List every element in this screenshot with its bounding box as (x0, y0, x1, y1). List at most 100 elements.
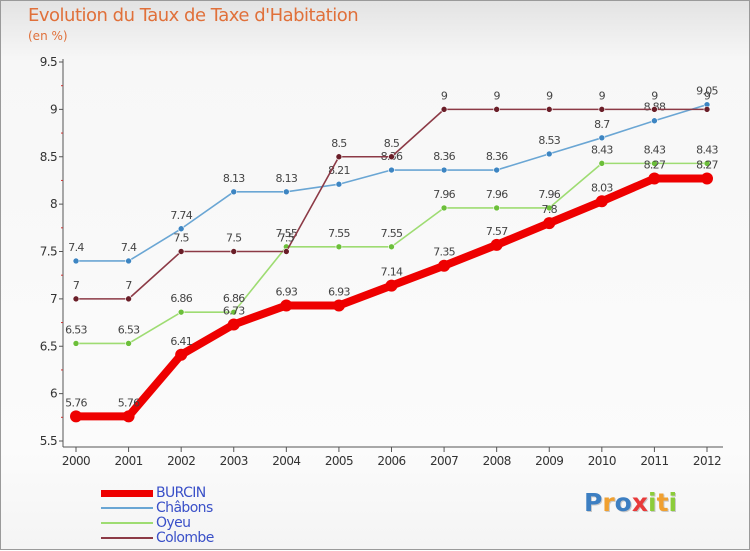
series-burcin: 5.76 5.766.416.736.93 6.937.147.357.577.88… (65, 159, 719, 423)
legend-swatch (101, 522, 153, 524)
data-label: 6.86 (223, 292, 245, 305)
x-tick-label: 2001 (115, 454, 143, 468)
chart-subtitle: (en %) (28, 29, 68, 43)
data-point (703, 160, 711, 167)
data-point (490, 238, 503, 251)
data-label: 7.96 (433, 188, 455, 201)
data-label: 5.76 (65, 396, 87, 409)
data-point (545, 150, 553, 158)
data-point (598, 106, 606, 113)
data-label: 6.93 (275, 286, 297, 299)
data-label: 7.4 (121, 241, 137, 254)
data-point (493, 204, 500, 212)
data-point (438, 259, 451, 272)
data-point (177, 225, 185, 233)
data-point (493, 166, 500, 174)
data-point (545, 106, 553, 113)
y-tick-label: 9.5 (40, 55, 57, 69)
data-label: 7.57 (486, 225, 508, 238)
y-tick-label: 7.5 (40, 245, 57, 259)
data-label: 7.8 (542, 203, 558, 216)
data-point (651, 160, 658, 167)
data-point (440, 166, 448, 174)
data-point (125, 340, 132, 347)
logo-letter: x (631, 488, 648, 517)
y-tick-label: 5.5 (40, 434, 57, 448)
logo-letter: r (602, 488, 615, 517)
data-label: 5.76 (118, 396, 140, 409)
data-label: 8.5 (331, 137, 347, 150)
y-tick-label: 7 (50, 292, 57, 306)
data-point (440, 204, 448, 212)
data-point (125, 295, 132, 303)
data-point (598, 160, 606, 167)
data-label: 9.05 (696, 85, 718, 98)
logo-letter: P (584, 488, 603, 517)
data-point (335, 243, 343, 251)
data-label: 7.14 (381, 266, 403, 279)
data-point (125, 257, 132, 265)
data-point (72, 257, 80, 265)
data-point (701, 172, 713, 185)
data-point (230, 308, 238, 316)
x-tick-label: 2004 (272, 454, 300, 468)
data-label: 6.53 (118, 323, 140, 336)
data-point (283, 248, 290, 255)
data-point (227, 318, 240, 331)
data-label: 7.55 (328, 227, 350, 240)
data-point (332, 299, 345, 312)
proxiti-logo: Proxiti (584, 488, 677, 517)
data-point (335, 153, 343, 161)
logo-letter: i (668, 488, 678, 517)
series-oyeu: 6.53 6.53 6.86 6.86 7.55 7.55 7.55 7.96 7.96 7.96… (65, 143, 719, 347)
data-label: 7.55 (275, 227, 297, 240)
data-label: 9 (704, 89, 711, 102)
x-tick-label: 2010 (588, 454, 616, 468)
x-tick-label: 2008 (483, 454, 511, 468)
data-label: 7.96 (538, 188, 560, 201)
data-point (230, 188, 238, 196)
data-point (543, 217, 556, 230)
data-point (703, 106, 711, 113)
data-point (230, 248, 238, 255)
logo-letter: o (614, 488, 632, 517)
y-tick-label: 8.5 (40, 150, 57, 164)
data-point (648, 172, 661, 185)
x-tick-label: 2000 (62, 454, 90, 468)
legend-swatch (101, 489, 153, 497)
data-point (177, 308, 185, 316)
x-tick-label: 2006 (377, 454, 405, 468)
x-tick-label: 2005 (325, 454, 353, 468)
y-tick-label: 6.5 (40, 339, 57, 353)
data-label: 6.93 (328, 286, 350, 299)
data-label: 7.35 (433, 246, 455, 259)
series-chabons: 7.47.47.748.138.138.218.368.368.368.538.… (68, 85, 719, 265)
data-point (72, 295, 80, 303)
data-label: 7.4 (68, 241, 84, 254)
y-tick-label: 9 (50, 102, 57, 116)
x-tick-label: 2011 (640, 454, 668, 468)
data-label: 7.74 (170, 209, 192, 222)
data-label: 8.53 (538, 134, 560, 147)
data-point (545, 204, 553, 212)
legend-label: Châbons (156, 500, 213, 516)
y-tick-label: 8 (50, 197, 57, 211)
data-label: 7.55 (381, 227, 403, 240)
data-label: 7.5 (173, 232, 189, 245)
data-label: 9 (441, 89, 448, 102)
data-point (440, 106, 448, 113)
data-label: 8.27 (696, 159, 718, 172)
x-tick-label: 2007 (430, 454, 458, 468)
data-label: 6.73 (223, 304, 245, 317)
data-point (493, 106, 500, 113)
logo-letter: t (656, 488, 669, 517)
data-point (388, 243, 395, 251)
legend-swatch (101, 537, 153, 539)
data-point (177, 248, 185, 255)
data-point (651, 106, 658, 113)
data-label: 9 (651, 89, 658, 102)
data-label: 8.13 (275, 172, 297, 185)
data-label: 8.7 (594, 118, 610, 131)
